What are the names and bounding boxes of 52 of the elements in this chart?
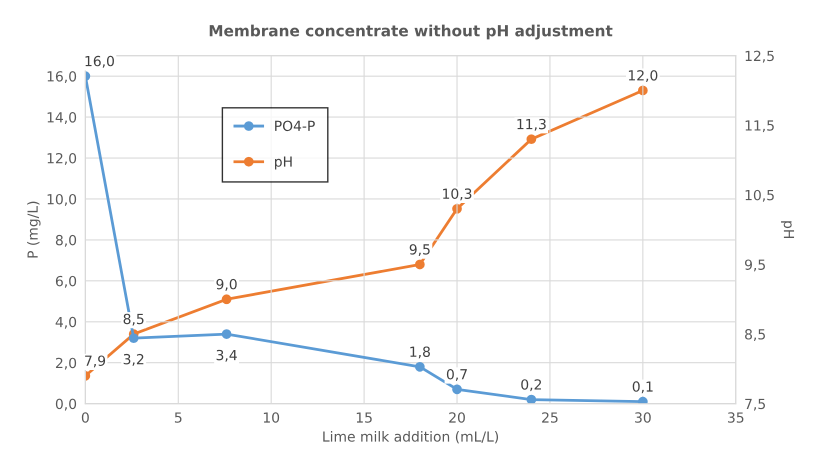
y-tick-label: 16,0 xyxy=(48,71,76,84)
data-label: 1,8 xyxy=(410,346,430,358)
y2-tick-label: 9,5 xyxy=(744,259,765,272)
x-tick-label: 5 xyxy=(174,412,182,423)
data-label: 7,9 xyxy=(85,355,106,368)
data-label: 0,7 xyxy=(446,368,467,381)
point xyxy=(128,333,139,344)
point xyxy=(414,260,425,270)
data-label: 3,2 xyxy=(124,354,144,366)
x-axis-title: Lime milk addition (mL/L) xyxy=(323,431,498,444)
x-tick-label: 25 xyxy=(542,412,558,423)
x-tick-label: 10 xyxy=(264,412,280,423)
x-tick-label: 15 xyxy=(356,412,372,423)
y-tick-label: 12,0 xyxy=(48,153,76,165)
x-tick-label: 30 xyxy=(635,412,651,423)
data-label: 9,5 xyxy=(410,244,430,256)
data-label: 8,5 xyxy=(124,314,144,326)
x-tick-label: 0 xyxy=(82,412,89,423)
x-tick-label: 20 xyxy=(449,412,465,423)
x-tick-label: 35 xyxy=(728,412,744,423)
y-tick-label: 4,0 xyxy=(56,316,76,329)
data-label: 0,1 xyxy=(632,381,653,394)
y2-tick-label: 10,5 xyxy=(746,190,774,202)
y-tick-label: 14,0 xyxy=(48,112,76,124)
data-label: 3,4 xyxy=(216,350,237,362)
data-label: 16,0 xyxy=(86,56,114,68)
chart-title: Membrane concentrate without pH adjustment xyxy=(210,24,612,40)
y2-tick-label: 7,5 xyxy=(745,398,765,411)
y-tick-label: 10,0 xyxy=(48,194,76,206)
data-label: 11,3 xyxy=(517,118,546,131)
point xyxy=(638,396,648,404)
data-label: 10,3 xyxy=(443,188,472,200)
point xyxy=(526,134,536,144)
legend-label: pH xyxy=(275,156,292,170)
point xyxy=(452,384,462,394)
y-tick-label: 2,0 xyxy=(56,358,76,370)
point xyxy=(222,329,232,339)
point xyxy=(526,394,536,404)
y2-tick-label: 11,5 xyxy=(746,120,774,132)
data-label: 0,2 xyxy=(521,379,542,392)
y-tick-label: 6,0 xyxy=(56,276,76,288)
point xyxy=(222,294,232,304)
point xyxy=(414,362,425,372)
y2-tick-label: 12,5 xyxy=(746,50,774,63)
data-label: 9,0 xyxy=(216,278,237,291)
legend-label: PO4-P xyxy=(275,120,315,132)
y2-tick-label: 8,5 xyxy=(745,329,765,341)
y-tick-label: 0,0 xyxy=(56,398,76,411)
data-label: 12,0 xyxy=(628,70,658,82)
y-axis-title: P (mg/L) xyxy=(27,202,41,258)
y2-axis-title: pH xyxy=(781,221,794,238)
y-tick-label: 8,0 xyxy=(56,234,76,247)
